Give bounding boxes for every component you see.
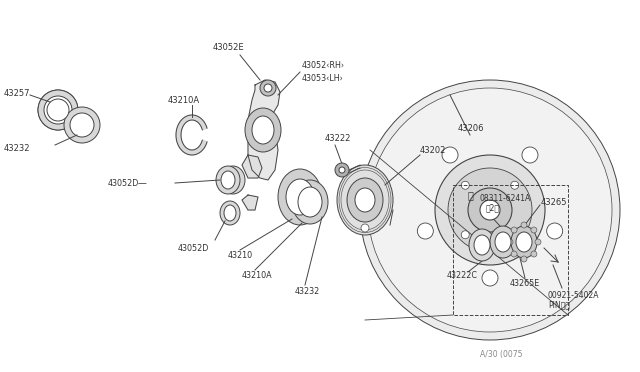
Ellipse shape: [221, 171, 235, 189]
Text: PINビン: PINビン: [548, 301, 570, 310]
Text: 43265E: 43265E: [510, 279, 540, 289]
Ellipse shape: [224, 205, 236, 221]
Ellipse shape: [220, 201, 240, 225]
Ellipse shape: [221, 166, 245, 194]
Text: Ⓝ: Ⓝ: [468, 190, 474, 200]
Ellipse shape: [339, 167, 345, 173]
Text: 43210: 43210: [228, 250, 253, 260]
Ellipse shape: [70, 113, 94, 137]
Ellipse shape: [480, 200, 500, 220]
Polygon shape: [248, 80, 280, 180]
Ellipse shape: [461, 231, 469, 239]
Ellipse shape: [360, 80, 620, 340]
Ellipse shape: [521, 256, 527, 262]
Polygon shape: [242, 195, 258, 210]
Ellipse shape: [511, 251, 517, 257]
Text: 43222: 43222: [325, 134, 351, 142]
Text: 43222C: 43222C: [447, 270, 478, 279]
Ellipse shape: [278, 169, 322, 225]
Ellipse shape: [38, 90, 78, 130]
Ellipse shape: [531, 251, 537, 257]
Ellipse shape: [337, 165, 393, 235]
Ellipse shape: [511, 181, 519, 189]
Ellipse shape: [44, 96, 72, 124]
Ellipse shape: [216, 166, 240, 194]
Text: 43210A: 43210A: [168, 96, 200, 105]
Ellipse shape: [252, 116, 274, 144]
Text: 43053‹LH›: 43053‹LH›: [302, 74, 344, 83]
Ellipse shape: [522, 147, 538, 163]
Text: 43052E: 43052E: [213, 42, 244, 51]
Ellipse shape: [442, 147, 458, 163]
Ellipse shape: [245, 108, 281, 152]
Ellipse shape: [292, 180, 328, 224]
Text: 43206: 43206: [458, 124, 484, 132]
Ellipse shape: [547, 223, 563, 239]
Polygon shape: [176, 115, 207, 155]
Ellipse shape: [355, 188, 375, 212]
Ellipse shape: [347, 178, 383, 222]
Ellipse shape: [495, 232, 511, 252]
Ellipse shape: [435, 155, 545, 265]
Ellipse shape: [521, 222, 527, 228]
Ellipse shape: [286, 179, 314, 215]
Ellipse shape: [474, 235, 490, 255]
Ellipse shape: [335, 163, 349, 177]
Text: 00921-5402A: 00921-5402A: [548, 291, 600, 299]
Text: A/30 (0075: A/30 (0075: [480, 350, 522, 359]
Ellipse shape: [298, 187, 322, 217]
Ellipse shape: [461, 181, 469, 189]
Text: 43232: 43232: [295, 286, 320, 295]
Text: 43257: 43257: [4, 89, 31, 97]
Text: （2）: （2）: [486, 203, 500, 212]
Ellipse shape: [531, 227, 537, 233]
Ellipse shape: [260, 80, 276, 96]
Text: 43052D―: 43052D―: [108, 179, 147, 187]
Ellipse shape: [361, 224, 369, 232]
Text: 43232: 43232: [4, 144, 31, 153]
Ellipse shape: [482, 270, 498, 286]
Ellipse shape: [64, 107, 100, 143]
Ellipse shape: [490, 226, 516, 258]
Ellipse shape: [511, 231, 519, 239]
Ellipse shape: [368, 88, 612, 332]
Text: 43210A: 43210A: [242, 272, 273, 280]
Ellipse shape: [448, 168, 532, 252]
Ellipse shape: [511, 226, 537, 258]
Ellipse shape: [264, 84, 272, 92]
Polygon shape: [242, 155, 262, 178]
Ellipse shape: [38, 90, 78, 130]
Ellipse shape: [47, 99, 69, 121]
Text: 43202: 43202: [420, 145, 446, 154]
Ellipse shape: [469, 229, 495, 261]
Text: 43265: 43265: [541, 198, 568, 206]
Ellipse shape: [535, 239, 541, 245]
Ellipse shape: [468, 188, 512, 232]
Ellipse shape: [511, 227, 517, 233]
Text: 08311-6241A: 08311-6241A: [480, 193, 531, 202]
Ellipse shape: [507, 239, 513, 245]
Text: 43052‹RH›: 43052‹RH›: [302, 61, 345, 70]
Ellipse shape: [417, 223, 433, 239]
Ellipse shape: [516, 232, 532, 252]
Text: 43052D: 43052D: [178, 244, 209, 253]
